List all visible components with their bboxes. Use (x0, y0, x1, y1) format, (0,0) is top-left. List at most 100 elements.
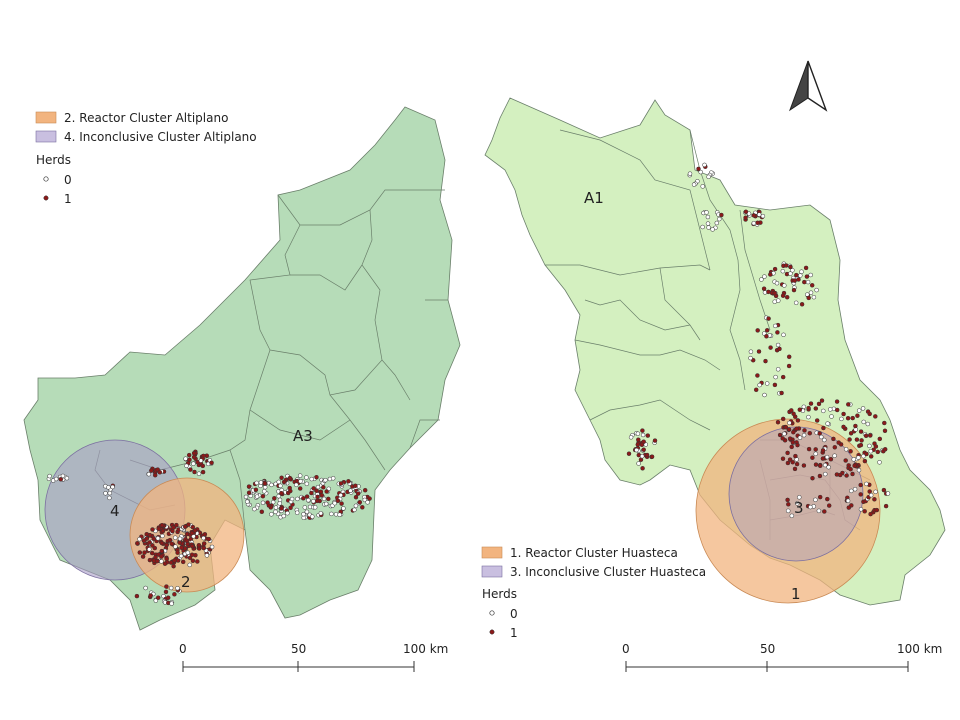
herd-point-1 (160, 528, 166, 534)
herd-point-1 (335, 498, 341, 504)
herd-point-1 (177, 540, 182, 545)
herd-point-1 (768, 345, 773, 350)
herd-point-0 (153, 598, 159, 603)
herd-point-1 (785, 450, 790, 456)
herd-point-1 (867, 411, 872, 417)
herd-point-1 (171, 563, 176, 569)
herd-point-1 (791, 287, 797, 293)
herd-point-1 (164, 556, 169, 562)
herd-point-0 (273, 509, 278, 515)
herd-point-0 (183, 456, 188, 461)
scale-bar-left: 0 50 100 km (179, 642, 448, 672)
cluster-3-inconclusive-huasteca (728, 426, 864, 562)
herd-point-0 (137, 536, 142, 542)
herd-point-1 (875, 449, 881, 455)
herd-point-1 (882, 428, 888, 434)
herd-point-1 (785, 497, 790, 503)
herd-point-1 (813, 447, 818, 452)
herd-point-1 (147, 557, 153, 563)
herd-point-1 (777, 346, 782, 352)
herd-point-1 (649, 454, 655, 459)
herd-point-0 (705, 214, 711, 220)
herd-point-1 (832, 445, 838, 450)
herd-point-0 (348, 488, 353, 493)
herd-point-0 (805, 279, 811, 285)
herd-point-0 (787, 420, 792, 426)
herd-point-0 (851, 457, 856, 462)
legend-label-reactor: 2. Reactor Cluster Altiplano (64, 111, 228, 125)
herd-point-1 (188, 467, 193, 472)
herd-point-1 (272, 496, 277, 501)
herd-point-1 (841, 411, 846, 417)
herd-point-1 (862, 509, 867, 514)
herd-point-0 (714, 220, 720, 226)
herd-point-1 (780, 374, 786, 380)
herd-point-0 (873, 489, 878, 495)
herd-point-0 (864, 481, 869, 487)
herd-point-0 (269, 482, 274, 488)
herd-point-0 (691, 182, 697, 187)
herd-point-1 (873, 444, 879, 449)
herd-point-1 (151, 536, 157, 541)
herd-point-1 (147, 540, 152, 545)
herd-point-1 (152, 472, 158, 478)
herd-point-1 (772, 382, 778, 388)
herd-point-0 (801, 404, 807, 410)
huasteca-map: A1 3 1 1. Reactor Cluster Huasteca 3. In… (481, 60, 946, 672)
herd-point-1 (768, 272, 773, 277)
herd-point-0 (143, 585, 148, 591)
herd-point-1 (779, 390, 784, 396)
herd-point-0 (762, 274, 767, 279)
herd-point-1 (854, 437, 860, 442)
legend-swatch-reactor-huasteca (481, 546, 503, 559)
herd-point-0 (353, 503, 359, 509)
legend-swatch-inconclusive (35, 130, 57, 143)
herd-point-1 (792, 278, 797, 283)
herd-point-1 (858, 482, 863, 488)
herd-point-1 (180, 559, 186, 565)
herd-point-1 (174, 522, 179, 528)
herd-point-1 (362, 487, 368, 493)
herd-point-1 (867, 433, 873, 438)
herd-point-0 (785, 508, 791, 514)
herd-point-0 (702, 162, 707, 168)
herd-point-1 (172, 558, 177, 563)
herd-point-1 (794, 461, 800, 467)
herd-point-0 (865, 421, 871, 427)
scale-bar-right: 0 50 100 km (622, 642, 942, 672)
herd-point-1 (813, 462, 819, 467)
herd-point-1 (338, 481, 344, 486)
herd-point-1 (142, 550, 147, 555)
herd-point-0 (825, 421, 830, 426)
herd-point-1 (834, 407, 840, 413)
herd-point-1 (868, 511, 873, 517)
herd-point-0 (260, 500, 266, 506)
herd-point-0 (782, 431, 787, 437)
herd-point-1 (791, 411, 796, 417)
herd-point-1 (156, 526, 162, 532)
scale-right-0: 0 (622, 642, 630, 656)
herd-point-1 (820, 456, 826, 461)
cluster-label-3: 3 (794, 499, 804, 517)
herd-point-1 (791, 429, 796, 435)
herd-point-1 (753, 387, 759, 393)
herd-point-1 (652, 438, 658, 443)
herd-point-0 (310, 514, 315, 519)
herd-point-0 (341, 506, 346, 511)
herd-point-0 (184, 463, 189, 469)
herd-point-1 (817, 494, 823, 500)
herd-point-1 (314, 474, 319, 480)
herd-point-1 (279, 490, 284, 496)
herd-point-0 (790, 268, 795, 273)
legend-herds-title-huasteca: Herds (482, 587, 517, 601)
herd-point-0 (706, 174, 711, 180)
herd-point-0 (849, 488, 854, 494)
herd-point-1 (825, 496, 830, 502)
herd-point-1 (792, 466, 798, 472)
herd-point-0 (867, 443, 872, 449)
scale-left-50: 50 (291, 642, 306, 656)
scale-right-100: 100 km (897, 642, 942, 656)
herd-point-0 (704, 210, 709, 215)
herd-point-1 (787, 457, 793, 462)
